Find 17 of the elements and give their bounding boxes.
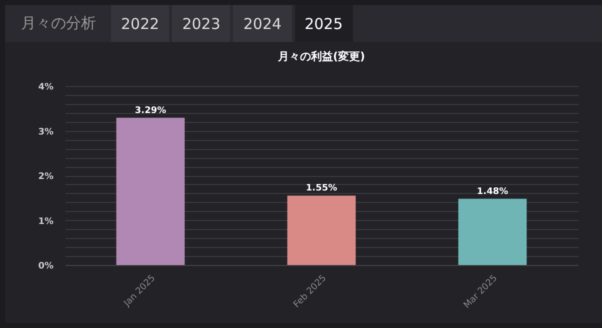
data-label: 1.55%: [306, 184, 338, 194]
bar: [116, 118, 185, 265]
text: 2023: [172, 5, 230, 42]
text: 2025: [294, 5, 353, 42]
text: 2022: [111, 5, 170, 42]
y-tick-label: 3%: [38, 127, 54, 138]
y-tick-label: 2%: [38, 172, 54, 182]
text: 月々の分析: [20, 13, 97, 34]
data-label: 3.29%: [134, 106, 166, 116]
text: 2024: [233, 5, 292, 42]
y-tick-label: 0%: [38, 262, 54, 272]
chart-title: 月々の利益(変更): [276, 50, 366, 63]
bar: [287, 196, 356, 265]
data-label: 1.48%: [476, 186, 508, 197]
y-tick-label: 1%: [38, 216, 54, 227]
y-tick-label: 4%: [38, 82, 54, 92]
bar: [458, 198, 527, 265]
